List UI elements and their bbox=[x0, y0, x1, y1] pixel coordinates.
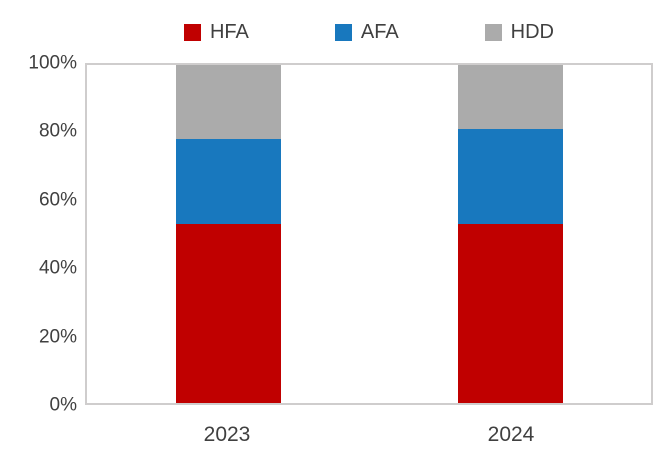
bar-segment-afa-2023 bbox=[175, 139, 281, 224]
plot-area bbox=[85, 63, 653, 405]
legend-swatch-afa bbox=[334, 23, 352, 41]
category-slot-2024 bbox=[369, 65, 651, 403]
chart-legend: HFA AFA HDD bbox=[85, 20, 653, 44]
legend-swatch-hdd bbox=[484, 23, 502, 41]
bars-container bbox=[87, 65, 651, 403]
legend-item-hfa: HFA bbox=[183, 20, 249, 44]
stacked-bar-2023 bbox=[175, 65, 281, 403]
x-axis-category-labels: 2023 2024 bbox=[85, 422, 653, 447]
stacked-bar-2024 bbox=[457, 65, 563, 403]
legend-label: HFA bbox=[209, 21, 249, 43]
y-tick-label: 40% bbox=[38, 257, 77, 279]
y-tick-label: 20% bbox=[38, 326, 77, 348]
bar-segment-afa-2024 bbox=[457, 129, 563, 224]
y-tick-label: 100% bbox=[28, 52, 77, 74]
legend-item-afa: AFA bbox=[334, 20, 399, 44]
legend-label: AFA bbox=[360, 21, 399, 43]
y-tick-label: 0% bbox=[49, 394, 77, 416]
y-axis-tick-labels: 0% 20% 40% 60% 80% 100% bbox=[0, 54, 77, 415]
y-tick-label: 60% bbox=[38, 189, 77, 211]
bar-segment-hfa-2023 bbox=[175, 223, 281, 403]
bar-segment-hfa-2024 bbox=[457, 223, 563, 403]
legend-swatch-hfa bbox=[183, 23, 201, 41]
y-tick-label: 80% bbox=[38, 120, 77, 142]
bar-segment-hdd-2024 bbox=[457, 65, 563, 130]
legend-item-hdd: HDD bbox=[484, 20, 555, 44]
x-category-label: 2023 bbox=[203, 423, 251, 446]
legend-label: HDD bbox=[510, 21, 555, 43]
category-slot-2023 bbox=[87, 65, 369, 403]
x-category-label: 2024 bbox=[487, 423, 535, 446]
bar-segment-hdd-2023 bbox=[175, 65, 281, 140]
